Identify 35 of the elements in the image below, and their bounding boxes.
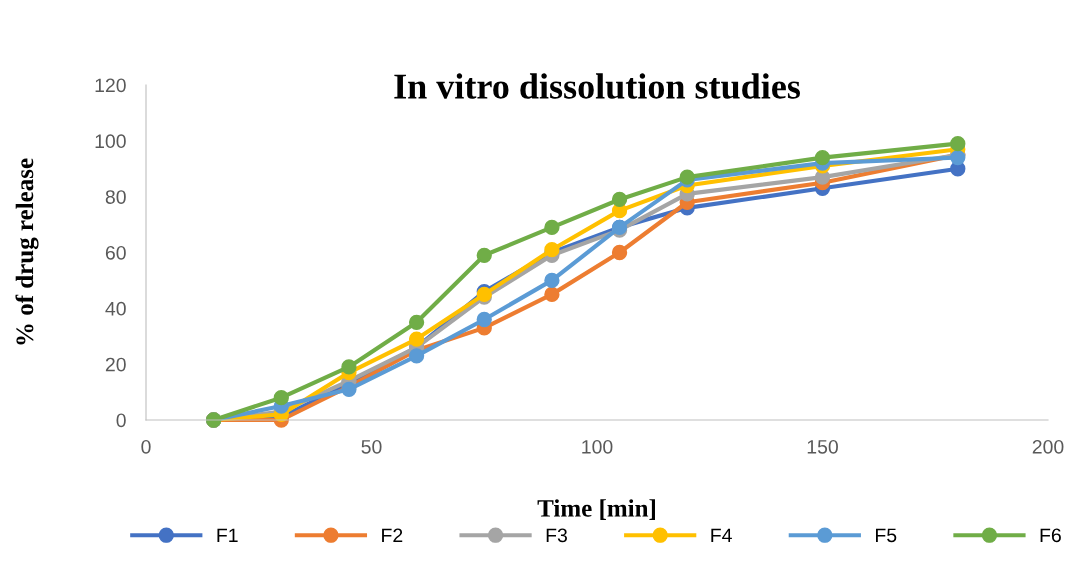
point bbox=[476, 247, 492, 263]
x-axis-title: Time [min] bbox=[537, 499, 655, 520]
y-tick-label: 0 bbox=[116, 413, 126, 428]
chart-title: In vitro dissolution studies bbox=[394, 73, 800, 99]
y-tick-label: 120 bbox=[95, 78, 126, 93]
y-tick-label: 100 bbox=[95, 134, 126, 149]
x-tick-label: 150 bbox=[807, 439, 838, 454]
point bbox=[544, 219, 560, 236]
y-tick-label: 60 bbox=[105, 245, 126, 260]
point bbox=[544, 286, 560, 303]
x-tick-label: 200 bbox=[1032, 439, 1064, 454]
legend-label: F3 bbox=[546, 528, 567, 543]
y-axis-title: % of drug release bbox=[15, 158, 39, 345]
y-tick-label: 20 bbox=[105, 357, 126, 372]
legend-label: F5 bbox=[876, 528, 897, 543]
point bbox=[814, 149, 831, 166]
legend-label: F6 bbox=[1040, 528, 1061, 543]
point bbox=[341, 359, 357, 375]
y-tick-label: 40 bbox=[105, 301, 126, 316]
point bbox=[476, 311, 492, 328]
legend-label: F4 bbox=[711, 528, 732, 543]
point bbox=[950, 135, 966, 152]
point bbox=[408, 348, 425, 364]
legend-label: F2 bbox=[382, 528, 403, 543]
point bbox=[273, 390, 289, 406]
y-tick-label: 80 bbox=[105, 190, 126, 204]
x-tick-label: 100 bbox=[582, 439, 613, 454]
legend-label: F1 bbox=[217, 528, 238, 543]
point bbox=[544, 272, 560, 289]
point bbox=[408, 331, 425, 347]
point bbox=[408, 314, 425, 330]
x-tick-label: 0 bbox=[141, 439, 151, 454]
x-tick-label: 50 bbox=[361, 439, 382, 454]
point bbox=[611, 191, 628, 208]
point bbox=[611, 244, 628, 261]
